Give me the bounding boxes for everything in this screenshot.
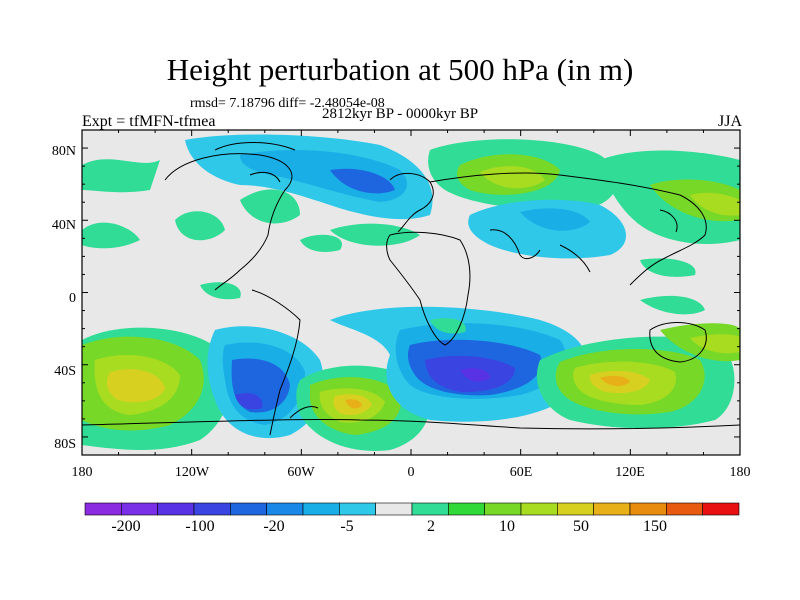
x-tick-label: 180 bbox=[730, 465, 751, 480]
colorbar-swatch bbox=[266, 502, 304, 516]
colorbar-label: 150 bbox=[643, 518, 667, 535]
x-tick-label: 180 bbox=[72, 465, 93, 480]
colorbar-label: -20 bbox=[263, 518, 284, 535]
colorbar-swatch bbox=[84, 502, 122, 516]
colorbar-swatch bbox=[193, 502, 231, 516]
colorbar-swatch bbox=[157, 502, 195, 516]
colorbar-swatch bbox=[484, 502, 522, 516]
colorbar-label: -200 bbox=[111, 518, 140, 535]
stats-line: rmsd= 7.18796 diff= -2.48054e-08 bbox=[190, 96, 385, 111]
coastlines bbox=[82, 142, 740, 436]
colorbar-label: 10 bbox=[499, 518, 515, 535]
experiment-label: Expt = tfMFN-tfmea bbox=[82, 113, 216, 130]
season-label: JJA bbox=[717, 113, 742, 130]
x-tick-label: 60W bbox=[287, 465, 315, 480]
contour-field bbox=[82, 130, 740, 455]
y-tick-label: 40S bbox=[54, 364, 76, 379]
y-tick-label: 80N bbox=[52, 144, 76, 159]
colorbar-swatch bbox=[411, 502, 449, 516]
colorbar-label: -100 bbox=[185, 518, 214, 535]
colorbar-swatch bbox=[448, 502, 485, 516]
colorbar bbox=[84, 502, 740, 516]
colorbar-labels: -200 -100 -20 -5 2 10 50 150 bbox=[111, 518, 667, 535]
colorbar-swatch bbox=[629, 502, 667, 516]
colorbar-swatch bbox=[375, 502, 413, 516]
colorbar-label: -5 bbox=[340, 518, 353, 535]
colorbar-swatch bbox=[339, 502, 376, 516]
y-tick-label: 0 bbox=[69, 291, 76, 306]
y-tick-labels: 80N 40N 0 40S 80S bbox=[52, 144, 76, 452]
x-tick-labels: 180 120W 60W 0 60E 120E 180 bbox=[72, 465, 751, 480]
colorbar-label: 50 bbox=[573, 518, 589, 535]
colorbar-swatch bbox=[666, 502, 703, 516]
colorbar-swatch bbox=[702, 502, 740, 516]
y-tick-label: 40N bbox=[52, 218, 76, 233]
x-tick-label: 120E bbox=[615, 465, 645, 480]
y-tick-label: 80S bbox=[54, 437, 76, 452]
period-label: 2812kyr BP - 0000kyr BP bbox=[321, 106, 479, 122]
colorbar-swatch bbox=[557, 502, 594, 516]
x-tick-label: 120W bbox=[175, 465, 210, 480]
plot-title: Height perturbation at 500 hPa (in m) bbox=[166, 52, 634, 87]
colorbar-label: 2 bbox=[427, 518, 435, 535]
colorbar-swatch bbox=[593, 502, 631, 516]
axis-ticks bbox=[81, 129, 741, 456]
x-tick-label: 0 bbox=[408, 465, 415, 480]
x-tick-label: 60E bbox=[510, 465, 533, 480]
colorbar-swatch bbox=[121, 502, 158, 516]
colorbar-swatch bbox=[230, 502, 267, 516]
colorbar-swatch bbox=[520, 502, 558, 516]
colorbar-swatch bbox=[302, 502, 340, 516]
